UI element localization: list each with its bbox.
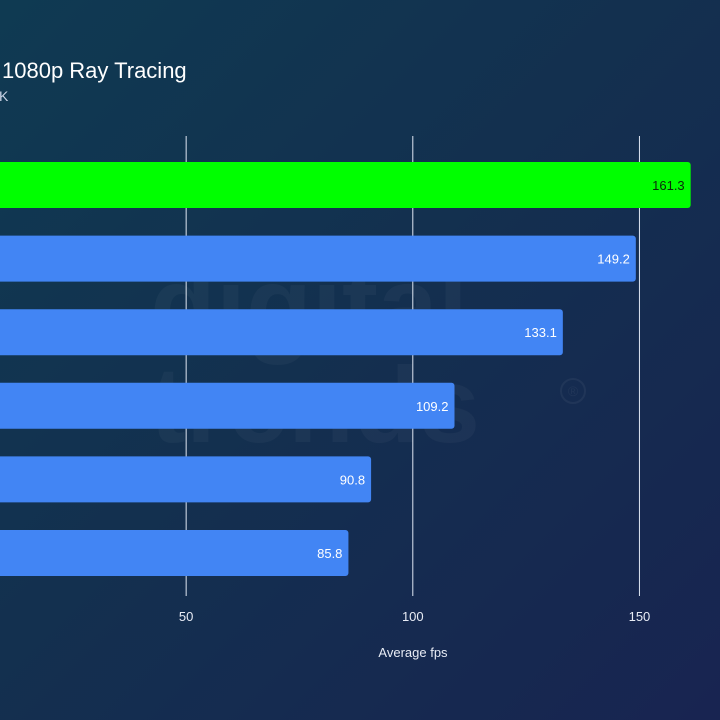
- bar-6: [0, 530, 349, 576]
- chart-title: 1080p Ray Tracing: [2, 58, 187, 83]
- x-tick-labels: 50 100 150: [179, 609, 650, 624]
- bar-value-label-3: 133.1: [524, 325, 557, 340]
- bar-1: [0, 162, 691, 208]
- bar-value-label-2: 149.2: [597, 252, 630, 267]
- x-tick-label-50: 50: [179, 609, 193, 624]
- bar-4: [0, 382, 455, 429]
- gridlines: [185, 136, 640, 596]
- x-tick-label-100: 100: [402, 609, 424, 624]
- bar-value-label-4: 109.2: [416, 399, 449, 414]
- chart-subtitle: K: [0, 88, 9, 104]
- x-tick-label-150: 150: [629, 609, 651, 624]
- bar-value-label-6: 85.8: [317, 546, 342, 561]
- watermark-registered-mark: ®: [560, 378, 586, 404]
- bar-3: [0, 309, 563, 356]
- bar-value-label-5: 90.8: [340, 472, 365, 487]
- bar-value-label-1: 161.3: [652, 178, 685, 193]
- bar-2: [0, 235, 636, 282]
- bars: 161.3 149.2 133.1 109.2 90.8 85.8: [0, 162, 691, 576]
- x-axis-title: Average fps: [378, 645, 448, 660]
- bar-5: [0, 456, 372, 503]
